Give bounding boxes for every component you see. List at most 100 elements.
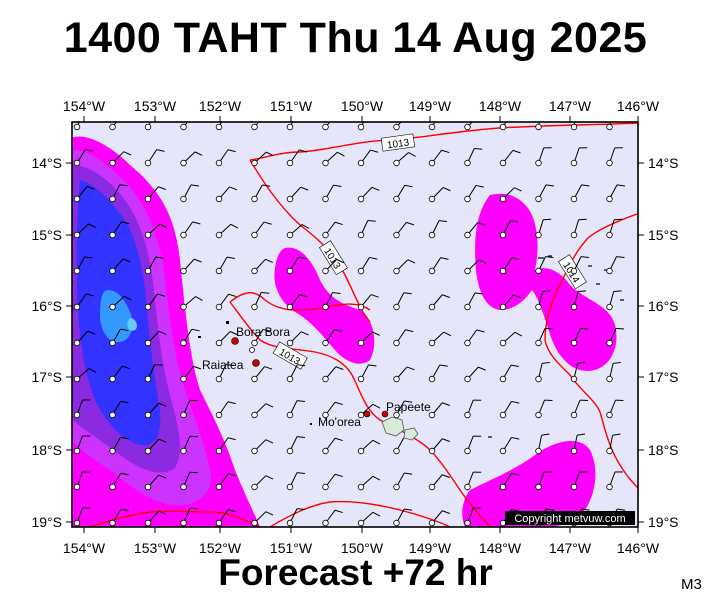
wind-barb xyxy=(322,329,343,347)
wind-barb xyxy=(393,122,402,131)
wind-barb xyxy=(73,368,97,383)
wind-barb xyxy=(109,472,129,491)
wind-barb xyxy=(180,399,198,419)
wind-barb xyxy=(286,224,310,239)
tahiti-island xyxy=(403,427,419,441)
wind-barb xyxy=(215,401,236,419)
wind-barb xyxy=(535,184,555,203)
wind-barb xyxy=(606,147,623,167)
lon-tick-label-top: 147°W xyxy=(549,98,592,114)
wind-barb xyxy=(535,433,550,455)
wind-barb xyxy=(109,400,129,419)
lon-tick-label-bottom: 149°W xyxy=(409,540,452,556)
wind-barb xyxy=(286,436,306,455)
wind-barb xyxy=(109,436,129,455)
wind-barb xyxy=(322,509,343,527)
wind-barb xyxy=(215,437,236,455)
wind-barb xyxy=(322,437,343,455)
wind-barb xyxy=(428,149,450,167)
wind-barb xyxy=(322,366,344,383)
wind-barb xyxy=(464,471,482,491)
lat-tick-label-right: 17°S xyxy=(648,369,679,385)
wind-barb xyxy=(322,401,343,419)
wind-barb xyxy=(499,472,520,491)
wind-barb xyxy=(109,365,130,383)
wind-barb xyxy=(606,471,623,491)
wind-barb xyxy=(73,256,93,275)
wind-barb xyxy=(144,256,164,275)
wind-barb xyxy=(393,184,413,203)
wind-barb xyxy=(393,508,413,527)
wind-barb xyxy=(73,330,96,347)
wind-barb xyxy=(606,290,622,311)
wind-barb xyxy=(464,259,487,275)
wind-barb xyxy=(251,258,273,275)
wind-barb xyxy=(357,439,381,455)
wind-barb xyxy=(464,329,485,347)
wind-barb xyxy=(180,507,198,527)
longitude-labels-bottom: 154°W 153°W 152°W 151°W 150°W 149°W 148°W 147°W… xyxy=(63,540,660,556)
wind-barb xyxy=(570,256,590,275)
wind-barb xyxy=(499,436,520,455)
lat-tick-label-left: 19°S xyxy=(31,514,62,530)
wind-barb xyxy=(144,330,167,347)
lon-tick-label-bottom: 146°W xyxy=(617,540,660,556)
wind-barb xyxy=(606,399,624,419)
wind-barb xyxy=(215,256,235,275)
wind-barb xyxy=(215,293,237,311)
wind-barb xyxy=(73,507,91,527)
island-marker xyxy=(231,337,239,345)
wind-barb xyxy=(144,364,163,383)
isobar-label: 1013 xyxy=(386,137,410,151)
lon-tick-label-bottom: 147°W xyxy=(549,540,592,556)
wind-barbs xyxy=(73,122,626,527)
wind-barb xyxy=(144,122,152,131)
wind-barb xyxy=(570,399,589,419)
lon-tick-label-top: 146°W xyxy=(617,98,660,114)
wind-barb xyxy=(109,221,130,239)
wind-barb xyxy=(215,364,235,383)
wind-barb xyxy=(322,221,343,239)
wind-barb xyxy=(286,508,306,527)
wind-barb xyxy=(393,472,413,491)
wind-barb xyxy=(464,184,484,203)
wind-barb xyxy=(464,148,483,167)
wind-barb xyxy=(180,471,198,491)
wind-barb xyxy=(73,122,81,131)
wind-barb xyxy=(251,475,274,491)
wind-barb xyxy=(393,152,416,167)
lon-tick-label-top: 151°W xyxy=(270,98,313,114)
wind-barb xyxy=(251,292,270,311)
axis-ticks xyxy=(66,116,644,533)
wind-barb xyxy=(428,510,450,527)
wind-barb xyxy=(180,328,200,347)
wind-barb xyxy=(606,327,625,347)
wind-barb xyxy=(499,257,520,275)
wind-barb xyxy=(357,511,381,527)
lat-tick-label-right: 19°S xyxy=(648,514,679,530)
wind-barb xyxy=(109,328,129,347)
wind-barb xyxy=(215,331,238,347)
wind-barb xyxy=(144,402,167,419)
map-title: 1400 TAHT Thu 14 Aug 2025 xyxy=(63,14,648,62)
wind-barb xyxy=(357,475,381,491)
wind-barb xyxy=(286,472,306,491)
wind-barb xyxy=(144,510,167,527)
wind-barb xyxy=(570,218,587,239)
wind-barb xyxy=(251,403,274,419)
wind-barb xyxy=(180,151,203,167)
wind-barb xyxy=(357,364,377,383)
wind-barb xyxy=(251,511,274,527)
forecast-label: Forecast +72 hr xyxy=(218,552,493,593)
wind-barb xyxy=(570,147,588,167)
wind-barb xyxy=(535,471,552,491)
wind-barb xyxy=(109,508,129,527)
lon-tick-label-top: 150°W xyxy=(341,98,384,114)
wind-barb xyxy=(322,122,331,131)
wind-barb xyxy=(144,149,165,167)
island-marker xyxy=(381,410,389,418)
wind-barb xyxy=(251,221,272,239)
wind-barb xyxy=(357,122,365,131)
wind-barb xyxy=(464,292,484,311)
latitude-labels-right: 14°S 15°S 16°S 17°S 18°S 19°S xyxy=(648,155,679,530)
